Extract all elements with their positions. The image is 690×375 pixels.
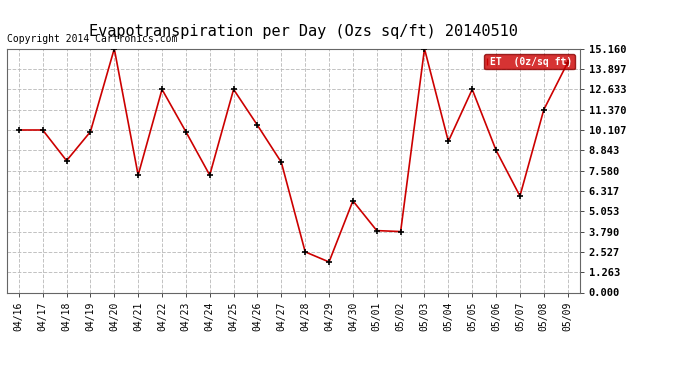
Legend: ET  (0z/sq ft): ET (0z/sq ft)	[484, 54, 575, 69]
Text: Copyright 2014 Cartronics.com: Copyright 2014 Cartronics.com	[7, 34, 177, 44]
Text: Evapotranspiration per Day (Ozs sq/ft) 20140510: Evapotranspiration per Day (Ozs sq/ft) 2…	[89, 24, 518, 39]
